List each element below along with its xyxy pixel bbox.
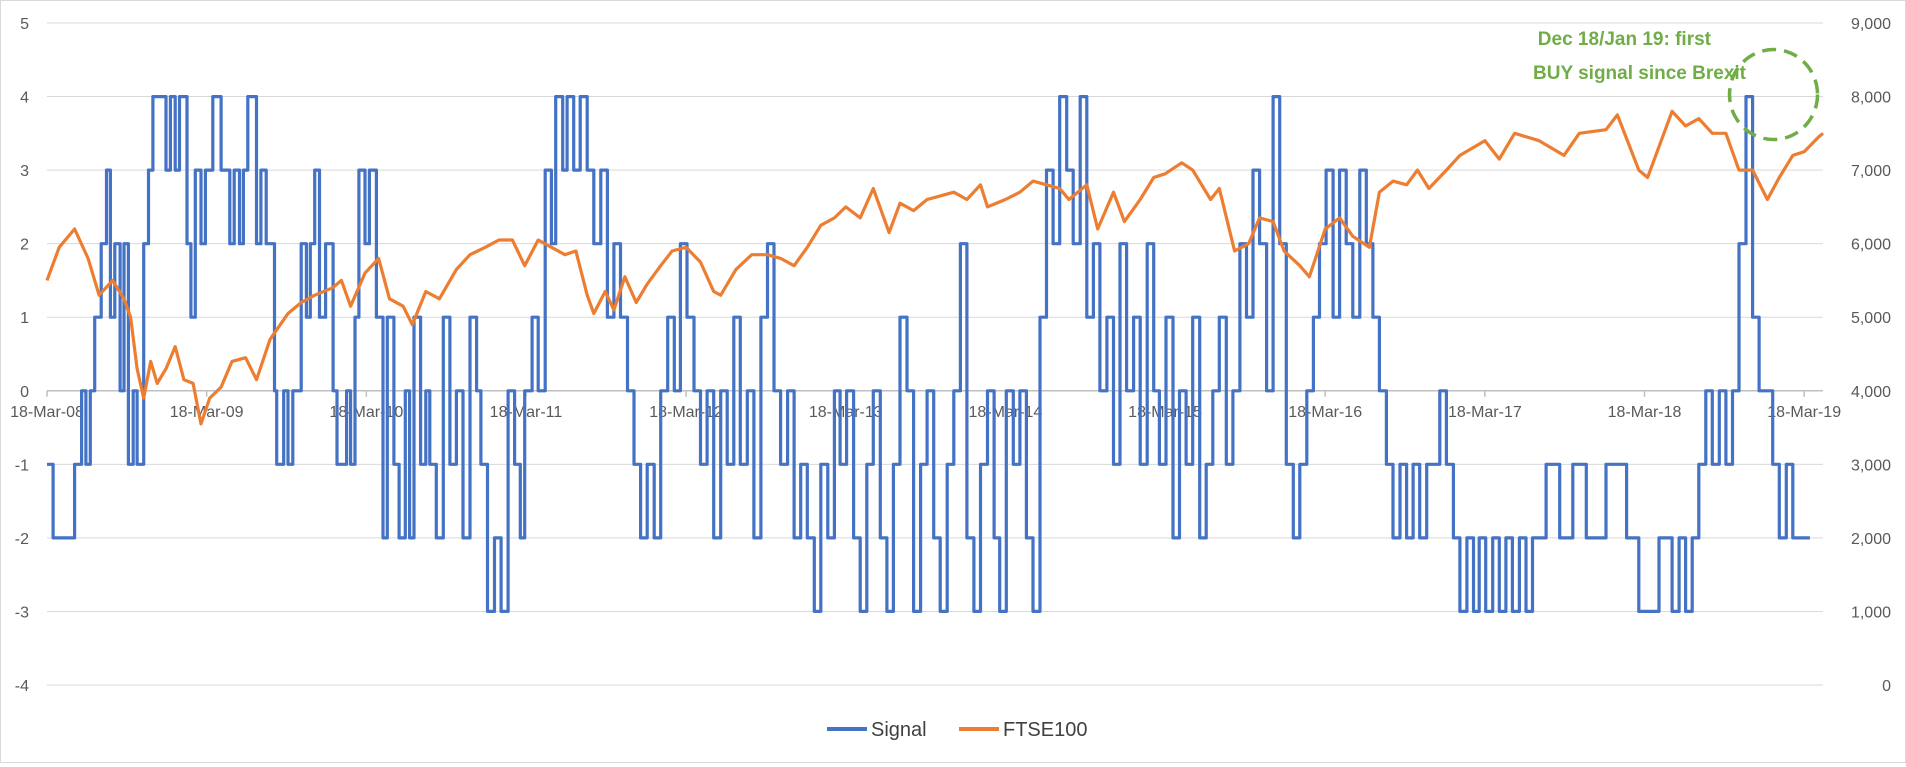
annotation-text-line-1: Dec 18/Jan 19: first: [1538, 29, 1712, 50]
y-left-tick-label: -2: [15, 531, 29, 548]
x-tick-label: 18-Mar-19: [1767, 404, 1841, 421]
legend-item-signal: Signal: [827, 719, 927, 741]
y-right-tick-label: 8,000: [1851, 90, 1891, 107]
legend-label-ftse100: FTSE100: [1003, 719, 1087, 741]
y-right-tick-label: 0: [1882, 678, 1891, 695]
annotation-circle: [1727, 47, 1820, 142]
x-tick-label: 18-Mar-16: [1288, 404, 1362, 421]
annotation: Dec 18/Jan 19: first BUY signal since Br…: [1533, 29, 1820, 142]
y-right-tick-label: 3,000: [1851, 457, 1891, 474]
y-left-tick-label: -4: [15, 678, 29, 695]
legend-item-ftse100: FTSE100: [959, 719, 1087, 741]
x-tick-label: 18-Mar-08: [10, 404, 84, 421]
y-left-tick-label: 3: [20, 163, 29, 180]
y-left-tick-label: -3: [15, 604, 29, 621]
y-left-tick-label: 1: [20, 310, 29, 327]
gridlines: [47, 22, 1823, 686]
series-line-ftse100: [45, 109, 1825, 426]
series-line-signal: [47, 94, 1810, 614]
x-tick-label: 18-Mar-18: [1608, 404, 1682, 421]
axes: -4 0 -3 1,000 -2 2,000 -1 3,000 0 4,000 1 5,000 2 6,0…: [10, 16, 1891, 695]
y-right-tick-label: 4,000: [1851, 384, 1891, 401]
y-left-tick-label: -1: [15, 457, 29, 474]
y-right-tick-label: 9,000: [1851, 16, 1891, 33]
legend: Signal FTSE100: [827, 719, 1087, 741]
y-right-tick-label: 5,000: [1851, 310, 1891, 327]
x-tick-label: 18-Mar-12: [649, 404, 723, 421]
y-right-tick-label: 6,000: [1851, 237, 1891, 254]
y-left-tick-label: 2: [20, 237, 29, 254]
y-right-tick-label: 1,000: [1851, 604, 1891, 621]
x-tick-label: 18-Mar-10: [329, 404, 403, 421]
y-right-tick-label: 2,000: [1851, 531, 1891, 548]
y-right-tick-label: 7,000: [1851, 163, 1891, 180]
annotation-text-line-2: BUY signal since Brexit: [1533, 63, 1747, 84]
x-tick-label: 18-Mar-09: [170, 404, 244, 421]
y-left-tick-label: 4: [20, 90, 29, 107]
series-lines: [45, 94, 1825, 614]
y-left-tick-label: 0: [20, 384, 29, 401]
y-left-tick-label: 5: [20, 16, 29, 33]
x-tick-label: 18-Mar-17: [1448, 404, 1522, 421]
legend-label-signal: Signal: [871, 719, 927, 741]
